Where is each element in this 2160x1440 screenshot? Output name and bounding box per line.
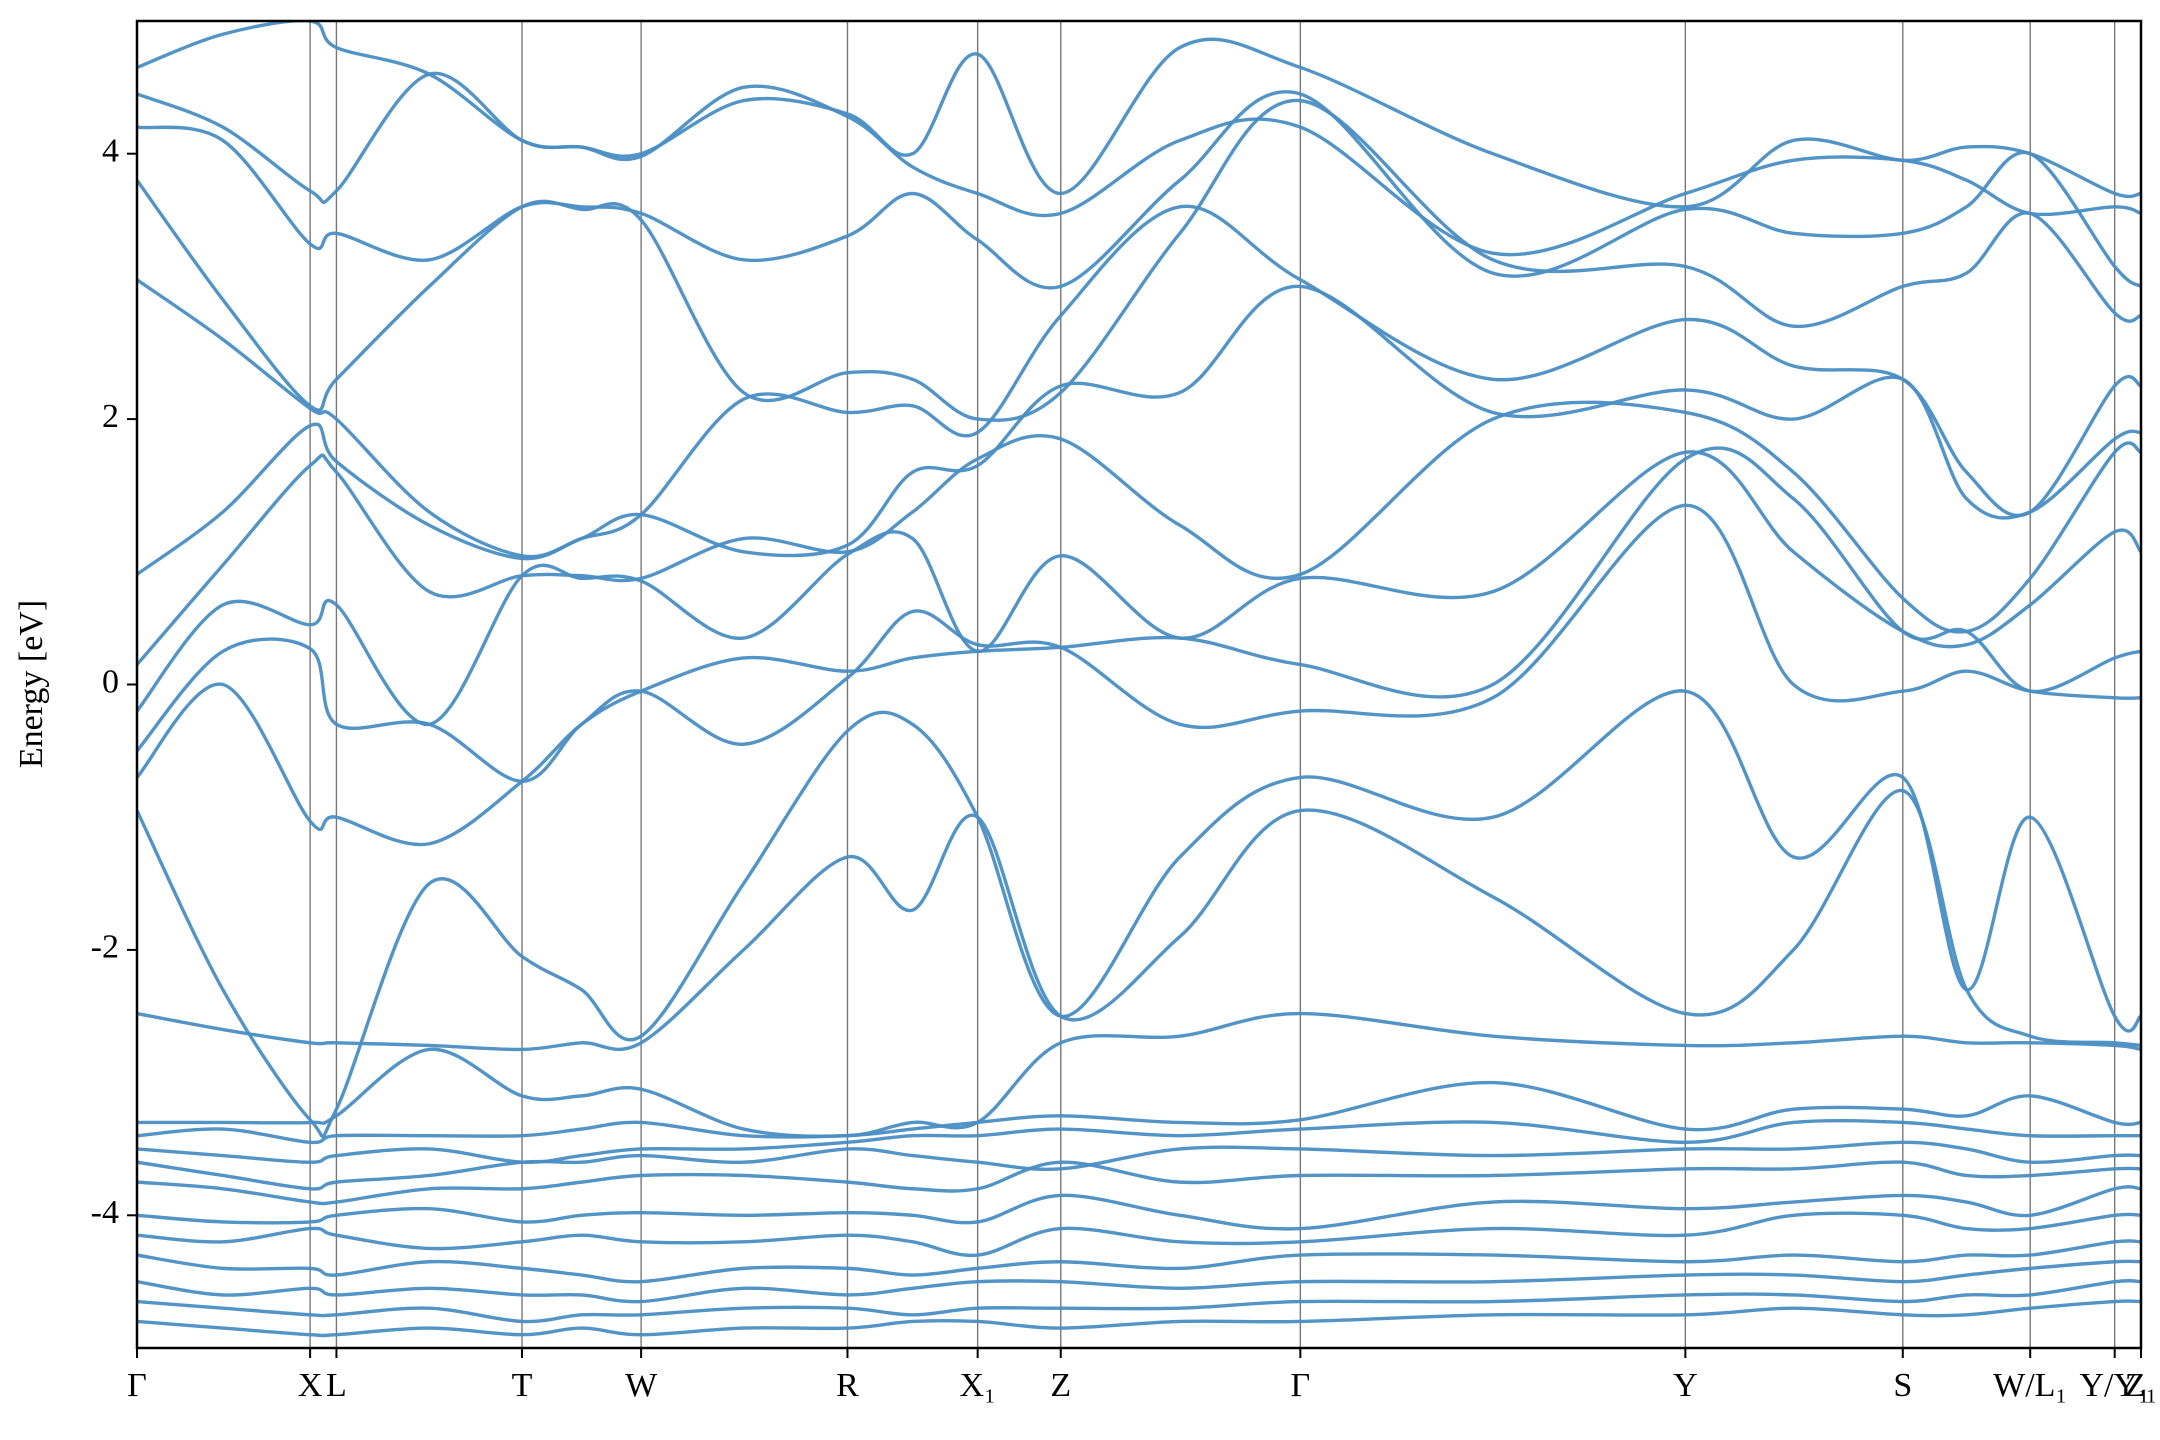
x-tick-label: Y bbox=[1673, 1367, 1698, 1404]
x-tick-label: X₁ bbox=[959, 1367, 995, 1404]
x-tick-label: R bbox=[836, 1367, 859, 1404]
x-tick-label: Z bbox=[1050, 1367, 1071, 1404]
y-tick-label: 0 bbox=[102, 663, 119, 700]
band-line bbox=[137, 1259, 2141, 1304]
band-line bbox=[137, 1239, 2141, 1284]
x-tick-label: X bbox=[298, 1367, 323, 1404]
x-tick-label: L bbox=[326, 1367, 347, 1404]
x-tick-label: Y/Y₁ bbox=[2079, 1367, 2149, 1404]
x-tick-label: T bbox=[512, 1367, 533, 1404]
band-line bbox=[137, 1118, 2141, 1165]
band-line bbox=[137, 1080, 2141, 1145]
band-line bbox=[137, 446, 2141, 784]
band-line bbox=[137, 400, 2141, 666]
band-line bbox=[137, 503, 2141, 847]
x-tick-label: Γ bbox=[1291, 1367, 1311, 1404]
y-tick-label: 2 bbox=[102, 398, 119, 435]
y-tick-label: -4 bbox=[91, 1194, 119, 1231]
band-line bbox=[137, 1278, 2141, 1324]
x-tick-label: S bbox=[1893, 1367, 1912, 1404]
band-line bbox=[137, 1185, 2141, 1231]
band-line bbox=[137, 71, 2141, 257]
band-line bbox=[137, 1160, 2141, 1206]
x-tick-label: W bbox=[625, 1367, 658, 1404]
band-line bbox=[137, 90, 2141, 290]
band-line bbox=[137, 21, 2141, 209]
x-tick-label: W/L₁ bbox=[1993, 1367, 2067, 1404]
band-line bbox=[137, 1299, 2141, 1338]
x-tick-label: Z₁ bbox=[2125, 1367, 2158, 1404]
y-tick-label: 4 bbox=[102, 132, 119, 169]
band-line bbox=[137, 450, 2141, 727]
band-line bbox=[137, 284, 2141, 576]
bands bbox=[137, 21, 2141, 1338]
band-line bbox=[137, 1211, 2141, 1258]
y-axis-label: Energy [eV] bbox=[13, 600, 50, 768]
x-tick-label: Γ bbox=[127, 1367, 147, 1404]
band-line bbox=[137, 689, 2141, 1139]
band-line bbox=[137, 98, 2141, 422]
band-line bbox=[137, 788, 2141, 1052]
y-tick-label: -2 bbox=[91, 929, 119, 966]
band-line bbox=[137, 1011, 2141, 1138]
